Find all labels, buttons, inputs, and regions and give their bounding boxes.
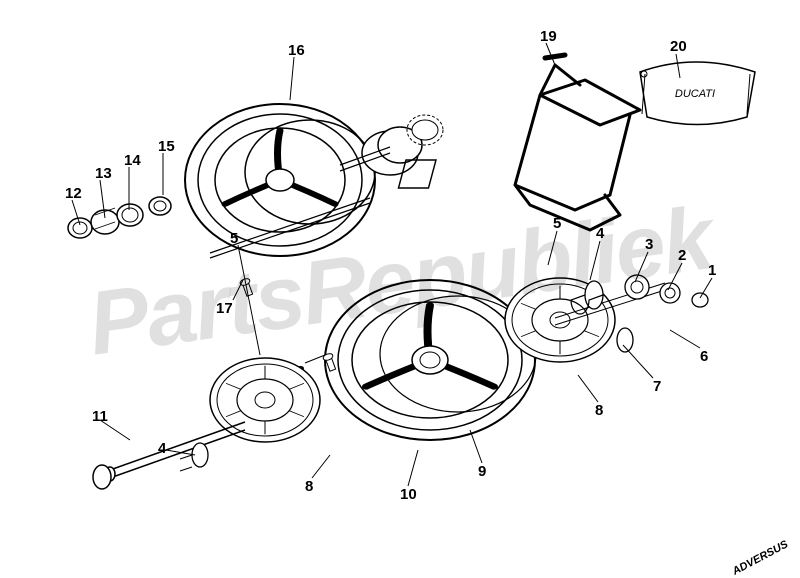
spacer-left	[180, 443, 208, 471]
rear-axle	[210, 198, 370, 258]
front-axle	[93, 422, 245, 489]
tool-roll-label: DUCATI	[675, 88, 715, 100]
paddock-stand	[515, 55, 640, 230]
rear-hardware-stack	[68, 197, 171, 238]
leader-lines	[72, 43, 712, 486]
exploded-view-svg: DUCATI	[0, 0, 800, 564]
rear-hub-sprocket	[340, 115, 443, 188]
tool-roll: DUCATI	[640, 62, 755, 125]
rear-wheel	[185, 104, 375, 256]
brake-disc-left	[210, 358, 320, 442]
diagram-container: DUCATI 123456789101145812131415161718192…	[0, 0, 800, 564]
front-wheel	[325, 280, 536, 440]
